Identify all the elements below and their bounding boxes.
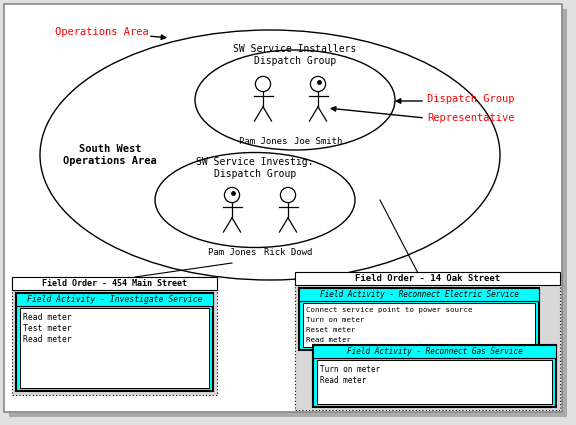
Circle shape [232,192,235,195]
FancyBboxPatch shape [299,288,539,350]
Circle shape [255,76,271,92]
FancyBboxPatch shape [313,345,556,407]
Text: Connect service point to power source: Connect service point to power source [306,307,472,313]
Text: Pam Jones: Pam Jones [208,248,256,257]
Text: Turn on meter: Turn on meter [306,317,365,323]
Text: Read meter: Read meter [23,313,72,322]
Text: Turn on meter: Turn on meter [320,365,380,374]
Circle shape [310,76,325,92]
FancyBboxPatch shape [295,272,560,285]
Text: South West
Operations Area: South West Operations Area [63,144,157,166]
Circle shape [281,187,295,203]
FancyBboxPatch shape [4,4,562,412]
Text: Field Activity - Reconnect Electric Service: Field Activity - Reconnect Electric Serv… [320,290,518,299]
FancyBboxPatch shape [20,308,209,388]
FancyBboxPatch shape [16,293,213,306]
Text: Joe Smith: Joe Smith [294,137,342,146]
FancyBboxPatch shape [299,288,539,301]
Text: Field Activity - Reconnect Gas Service: Field Activity - Reconnect Gas Service [347,347,522,356]
Text: Read meter: Read meter [306,337,351,343]
FancyBboxPatch shape [16,293,213,391]
Text: Operations Area: Operations Area [55,27,149,37]
FancyBboxPatch shape [303,303,535,347]
Text: Field Order - 14 Oak Street: Field Order - 14 Oak Street [355,274,500,283]
Text: Read meter: Read meter [320,376,366,385]
Text: Dispatch Group: Dispatch Group [427,94,514,104]
Text: SW Service Investig.
Dispatch Group: SW Service Investig. Dispatch Group [196,157,314,179]
Text: Rick Dowd: Rick Dowd [264,248,312,257]
Text: Pam Jones: Pam Jones [239,137,287,146]
FancyBboxPatch shape [12,277,217,290]
FancyBboxPatch shape [313,345,556,358]
Text: SW Service Installers
Dispatch Group: SW Service Installers Dispatch Group [233,44,357,66]
Circle shape [225,187,240,203]
Text: Representative: Representative [427,113,514,123]
FancyBboxPatch shape [295,272,560,410]
Text: Field Activity - Investigate Service: Field Activity - Investigate Service [26,295,202,304]
FancyBboxPatch shape [12,277,217,395]
Circle shape [318,81,321,84]
Text: Read meter: Read meter [23,335,72,344]
FancyBboxPatch shape [9,9,567,417]
Text: Field Order - 454 Main Street: Field Order - 454 Main Street [42,279,187,288]
FancyBboxPatch shape [317,360,552,404]
Text: Reset meter: Reset meter [306,327,355,333]
Text: Test meter: Test meter [23,324,72,333]
